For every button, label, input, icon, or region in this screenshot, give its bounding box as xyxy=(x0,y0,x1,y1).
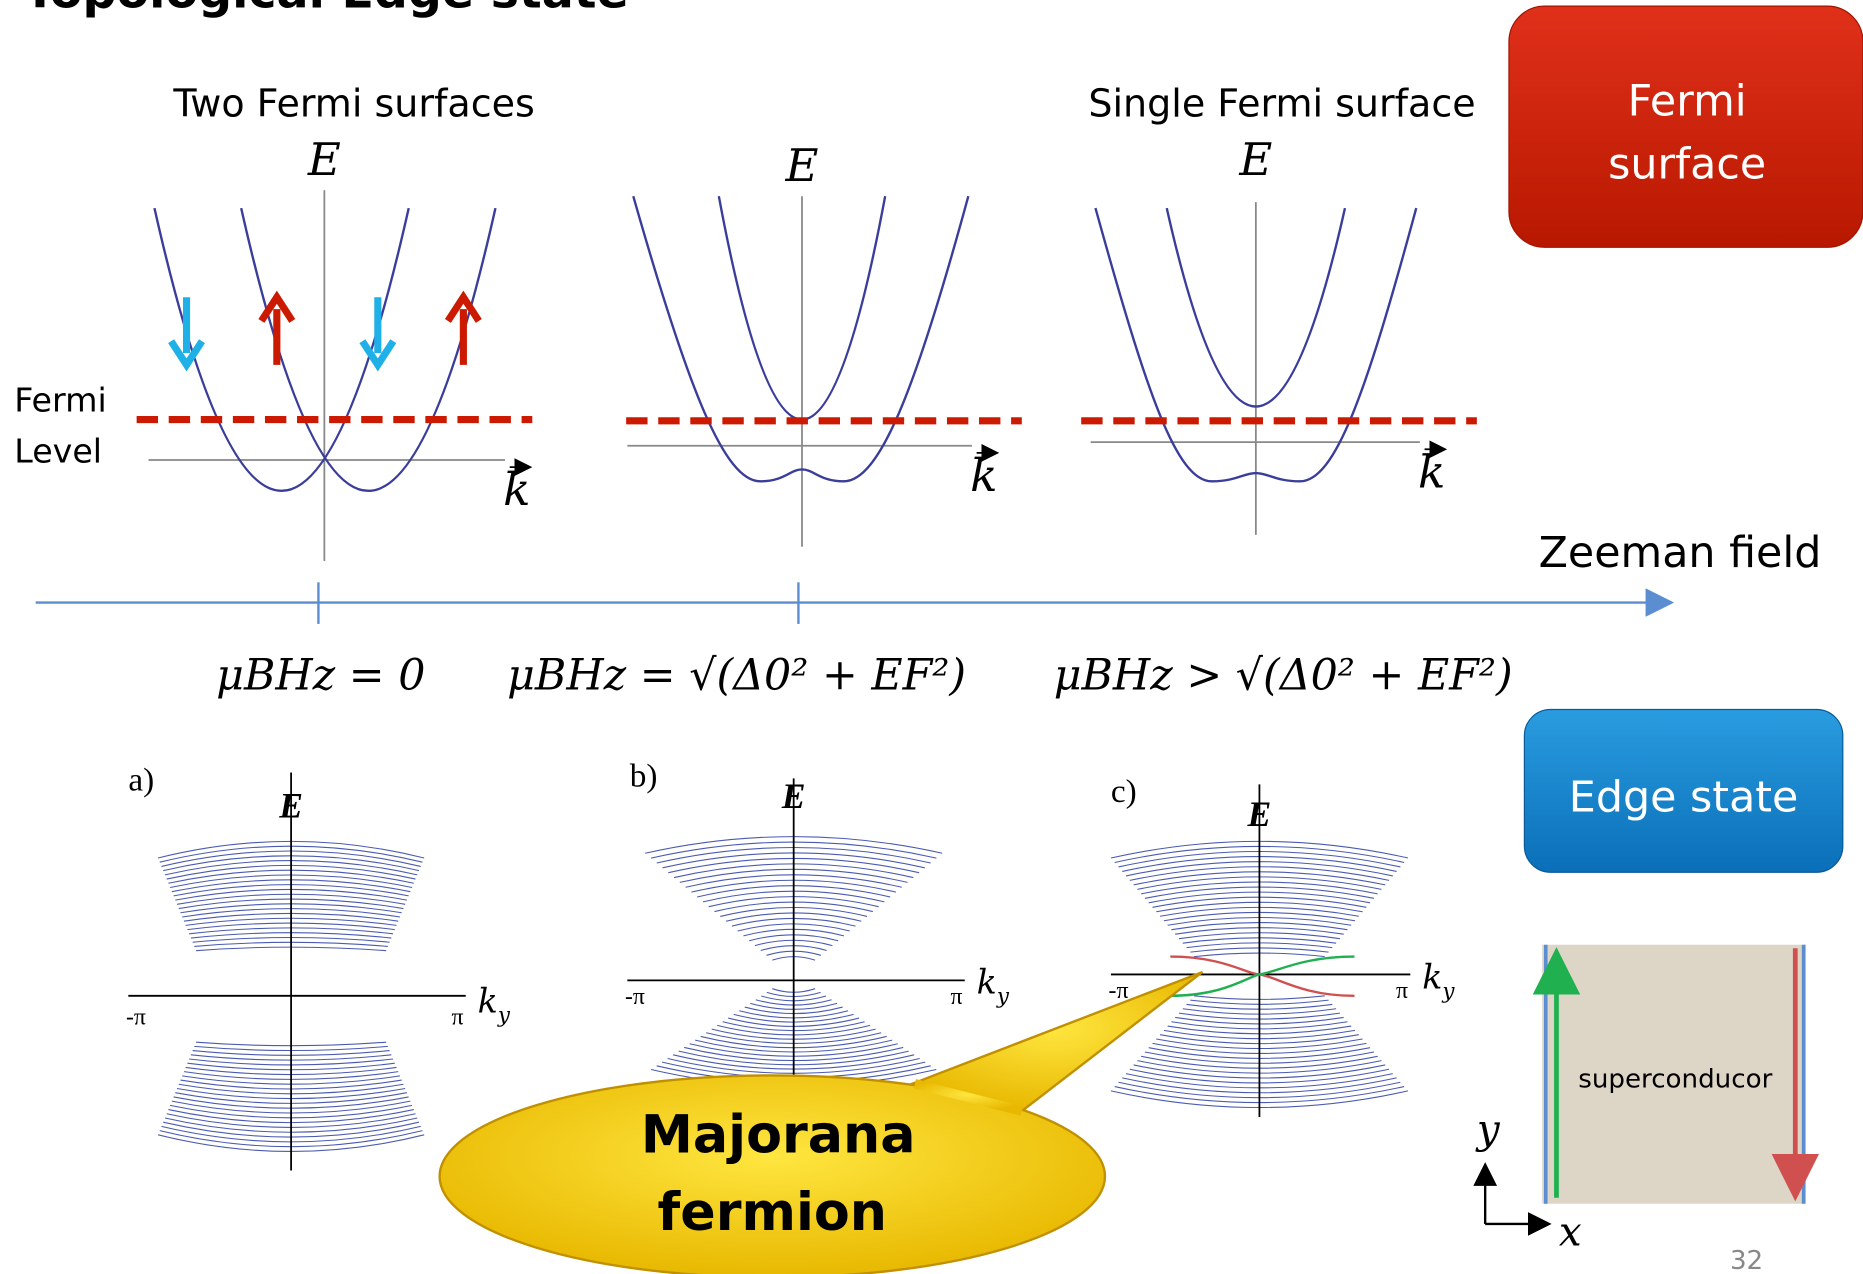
page: { "header": {"title": "Topological Edge … xyxy=(0,0,1863,1274)
energy-label: E xyxy=(1238,133,1272,186)
dispersion-panels: Two Fermi surfaces Ek Ek Single Fermi surfa… xyxy=(137,82,1477,561)
majorana-callout: Majorana fermion xyxy=(440,972,1203,1274)
y-axis-label: y xyxy=(1475,1106,1501,1153)
ky-subscript: y xyxy=(1441,979,1455,1004)
tick-label: -π xyxy=(1109,978,1129,1004)
energy-label: E xyxy=(1247,794,1272,834)
tick-label: -π xyxy=(126,1004,146,1030)
sample-label: superconducor xyxy=(1578,1064,1772,1094)
tick-label: π xyxy=(451,1004,463,1030)
energy-label: E xyxy=(307,133,341,186)
panel-tag: b) xyxy=(630,758,658,795)
panel-caption: Single Fermi surface xyxy=(1088,82,1475,126)
ky-label: k xyxy=(977,962,997,1001)
page-number: 32 xyxy=(1730,1246,1763,1274)
tick-label: -π xyxy=(625,984,645,1010)
fermi-level-label: Fermi xyxy=(14,380,106,419)
fermi-surface-button[interactable]: Fermi surface xyxy=(1509,6,1863,247)
zeeman-label: Zeeman field xyxy=(1539,528,1822,578)
panel-tag: c) xyxy=(1111,773,1137,810)
ky-label: k xyxy=(1422,958,1442,997)
button-label: Fermi xyxy=(1628,76,1747,126)
momentum-label: k xyxy=(970,449,997,502)
callout-text: fermion xyxy=(658,1182,887,1243)
fermi-level-label: Level xyxy=(14,431,102,470)
energy-label: E xyxy=(278,786,303,826)
condition: μBHz = 0 xyxy=(216,650,425,700)
sample-diagram: superconducor y x xyxy=(1475,945,1806,1256)
button-label: Edge state xyxy=(1569,773,1799,823)
energy-label: E xyxy=(785,139,819,192)
momentum-label: k xyxy=(1418,445,1445,498)
panel-caption: Two Fermi surfaces xyxy=(172,82,534,126)
condition: μBHz = √(Δ0² + EF²) xyxy=(507,650,966,700)
button-label: surface xyxy=(1608,139,1766,189)
condition: μBHz > √(Δ0² + EF²) xyxy=(1054,650,1513,700)
button-shape xyxy=(1509,6,1863,247)
ky-subscript: y xyxy=(996,984,1010,1009)
edge-state-button[interactable]: Edge state xyxy=(1524,709,1842,872)
energy-label: E xyxy=(781,776,806,816)
callout-text: Majorana xyxy=(641,1105,916,1166)
tick-label: π xyxy=(951,984,963,1010)
band-curve xyxy=(633,196,968,481)
x-axis-label: x xyxy=(1559,1208,1582,1255)
ky-subscript: y xyxy=(497,1003,511,1028)
ky-label: k xyxy=(478,981,498,1020)
momentum-label: k xyxy=(503,463,530,516)
panel-tag: a) xyxy=(128,761,154,798)
slide-title: Topological Edge state xyxy=(24,0,629,19)
tick-label: π xyxy=(1396,978,1408,1004)
slide: Topological Edge state Fermi surface Edg… xyxy=(0,0,1863,1274)
